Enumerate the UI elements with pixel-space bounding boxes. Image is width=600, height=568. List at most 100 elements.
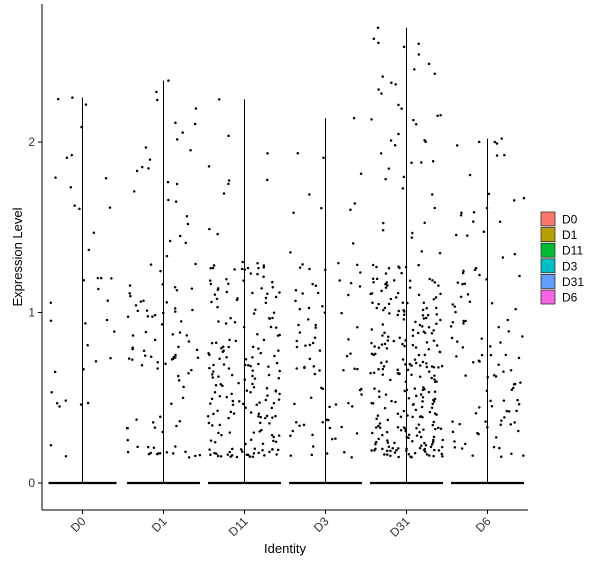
- data-point: [435, 344, 439, 347]
- data-point: [144, 146, 148, 149]
- legend-label-D6: D6: [562, 291, 578, 305]
- data-point: [264, 301, 268, 305]
- data-point: [295, 345, 299, 349]
- data-point: [372, 37, 376, 40]
- data-point: [174, 356, 177, 359]
- data-point: [383, 406, 387, 410]
- data-point: [147, 167, 150, 170]
- data-point: [311, 433, 314, 437]
- y-tick-label: 1: [28, 306, 35, 320]
- data-point: [55, 401, 59, 405]
- data-point: [385, 360, 388, 363]
- data-point: [215, 297, 219, 301]
- data-point: [249, 391, 252, 394]
- data-point: [424, 140, 427, 143]
- data-point: [231, 403, 235, 406]
- data-point: [386, 339, 390, 342]
- data-point: [427, 370, 431, 373]
- data-point: [517, 429, 520, 433]
- data-point: [358, 388, 362, 392]
- data-point: [275, 361, 279, 365]
- data-point: [347, 338, 350, 341]
- data-point: [375, 417, 378, 420]
- data-point: [474, 412, 478, 415]
- data-point: [456, 340, 459, 343]
- data-point: [185, 215, 189, 218]
- data-point: [194, 262, 197, 266]
- data-point: [494, 375, 498, 378]
- data-point: [276, 448, 280, 452]
- data-point: [484, 420, 487, 423]
- data-point: [261, 448, 264, 452]
- data-point: [227, 179, 231, 182]
- data-point: [262, 338, 266, 342]
- data-point: [433, 412, 437, 415]
- data-point: [347, 293, 350, 297]
- data-point: [187, 371, 190, 375]
- data-point: [212, 264, 216, 267]
- data-point: [454, 233, 458, 237]
- data-point: [177, 374, 180, 378]
- data-point: [472, 361, 475, 364]
- data-point: [389, 454, 392, 457]
- data-point: [420, 161, 423, 164]
- data-point: [179, 320, 183, 323]
- data-point: [251, 291, 254, 295]
- data-point: [372, 281, 375, 284]
- data-point: [213, 390, 217, 394]
- data-point: [358, 285, 362, 288]
- data-point: [464, 442, 467, 446]
- data-point: [436, 114, 439, 117]
- data-point: [229, 316, 232, 320]
- data-point: [289, 434, 292, 438]
- data-point: [503, 153, 506, 157]
- data-point: [219, 382, 223, 386]
- y-tick-label: 0: [28, 476, 35, 490]
- data-point: [401, 187, 405, 190]
- data-point: [131, 334, 135, 337]
- data-point: [370, 449, 373, 452]
- data-point: [209, 282, 213, 286]
- data-point: [174, 121, 177, 124]
- legend-label-D11: D11: [562, 244, 583, 258]
- data-point: [353, 202, 357, 205]
- data-point: [144, 330, 148, 334]
- data-point: [384, 282, 387, 286]
- data-point: [380, 289, 383, 293]
- data-point: [248, 455, 252, 458]
- data-point: [420, 250, 424, 253]
- data-point: [382, 453, 386, 456]
- data-point: [213, 441, 217, 444]
- data-point: [289, 454, 293, 457]
- data-point: [432, 366, 436, 369]
- data-point: [186, 222, 190, 226]
- data-point: [405, 447, 408, 451]
- data-point: [397, 455, 400, 459]
- data-point: [298, 266, 302, 269]
- data-point: [270, 406, 274, 410]
- data-point: [267, 365, 270, 368]
- data-point: [439, 113, 442, 117]
- data-point: [309, 396, 313, 399]
- data-point: [492, 374, 496, 377]
- x-tick-label: D11: [226, 514, 251, 539]
- data-point: [269, 325, 273, 329]
- data-point: [227, 367, 231, 370]
- data-point: [268, 422, 271, 425]
- data-point: [350, 405, 354, 408]
- data-point: [431, 402, 434, 406]
- data-point: [262, 264, 266, 267]
- data-point: [401, 301, 405, 304]
- data-point: [221, 345, 225, 349]
- data-point: [399, 415, 403, 418]
- data-point: [126, 450, 130, 454]
- data-point: [239, 448, 243, 451]
- data-point: [477, 359, 481, 362]
- data-point: [522, 196, 526, 200]
- data-point: [207, 352, 210, 355]
- data-point: [486, 425, 489, 429]
- data-point: [423, 441, 426, 445]
- data-point: [430, 365, 434, 368]
- points-D6: [449, 137, 526, 459]
